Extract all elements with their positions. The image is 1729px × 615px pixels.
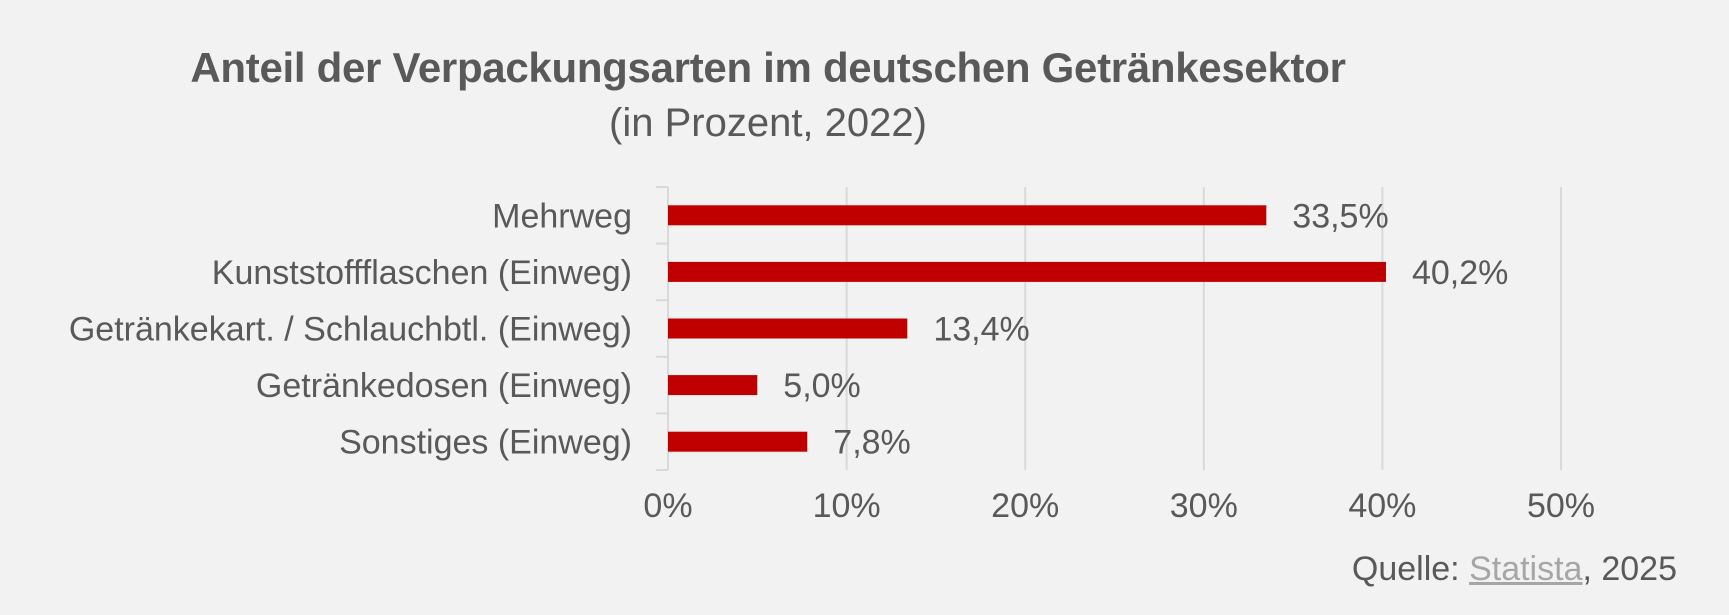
chart-subtitle: (in Prozent, 2022) bbox=[609, 101, 927, 145]
category-label: Kunststoffflaschen (Einweg) bbox=[212, 254, 632, 292]
source-note: Quelle: Statista, 2025 bbox=[1352, 550, 1677, 589]
bar bbox=[668, 431, 808, 452]
bar bbox=[668, 261, 1386, 282]
x-tick-label: 20% bbox=[991, 487, 1059, 525]
source-suffix: , 2025 bbox=[1582, 550, 1677, 588]
x-tick-label: 40% bbox=[1348, 487, 1416, 525]
bar bbox=[668, 205, 1267, 226]
x-tick-label: 50% bbox=[1527, 487, 1595, 525]
x-tick-label: 10% bbox=[813, 487, 881, 525]
source-prefix: Quelle: bbox=[1351, 550, 1470, 588]
x-tick-label: 30% bbox=[1170, 487, 1238, 525]
data-label: 5,0% bbox=[783, 367, 861, 405]
bar bbox=[668, 318, 908, 339]
x-tick-label: 0% bbox=[643, 487, 692, 525]
source-link[interactable]: Statista bbox=[1469, 550, 1583, 588]
bar bbox=[668, 375, 758, 396]
data-label: 13,4% bbox=[933, 311, 1029, 349]
category-label: Getränkedosen (Einweg) bbox=[256, 367, 632, 405]
data-label: 7,8% bbox=[833, 424, 911, 462]
category-label: Mehrweg bbox=[492, 197, 632, 235]
category-label: Sonstiges (Einweg) bbox=[339, 424, 632, 462]
data-label: 40,2% bbox=[1412, 254, 1508, 292]
category-label: Getränkekart. / Schlauchbtl. (Einweg) bbox=[69, 311, 632, 349]
chart-title: Anteil der Verpackungsarten im deutschen… bbox=[190, 44, 1346, 91]
data-label: 33,5% bbox=[1292, 197, 1388, 235]
